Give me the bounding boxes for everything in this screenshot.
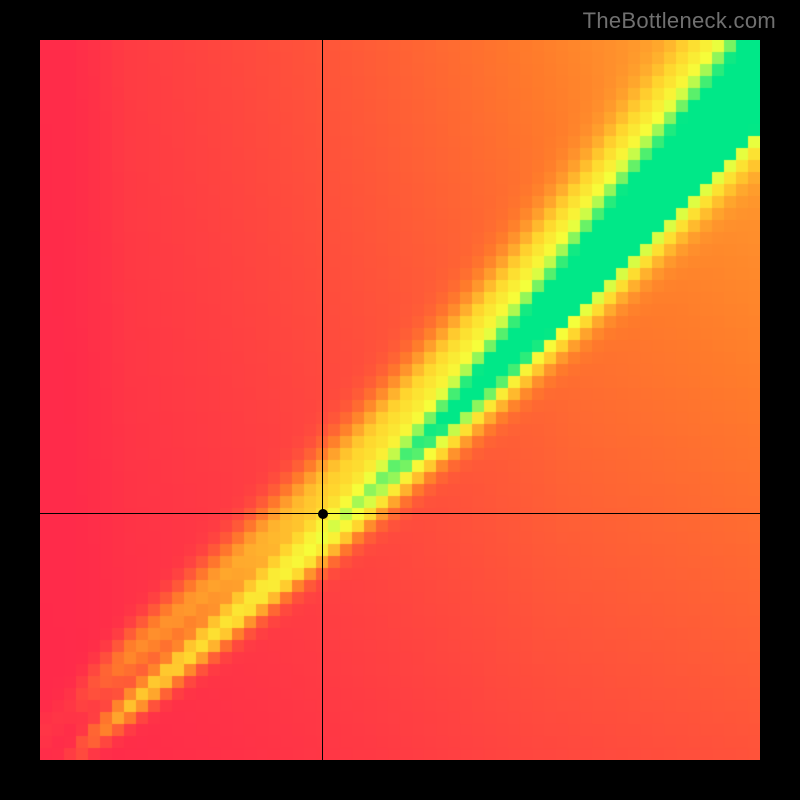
crosshair-vertical: [322, 40, 323, 760]
crosshair-horizontal: [40, 513, 760, 514]
heatmap-plot: [40, 40, 760, 760]
crosshair-marker: [318, 509, 328, 519]
watermark-text: TheBottleneck.com: [583, 8, 776, 34]
